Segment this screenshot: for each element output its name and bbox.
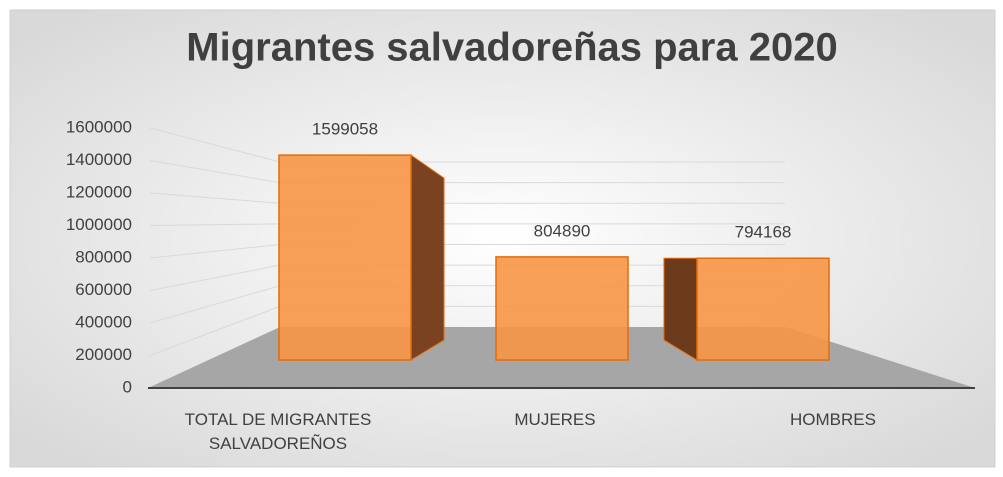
data-label: 794168: [735, 223, 792, 242]
chart-title: Migrantes salvadoreñas para 2020: [186, 26, 837, 70]
y-tick-label: 0: [123, 377, 132, 396]
y-tick-label: 1200000: [66, 182, 132, 201]
y-tick-label: 1600000: [66, 117, 132, 136]
data-label: 804890: [534, 221, 591, 240]
bar-side: [410, 154, 445, 361]
y-tick-label: 600000: [75, 280, 132, 299]
x-tick-label: MUJERES: [514, 410, 596, 429]
data-label: 1599058: [312, 120, 378, 139]
x-tick-label: HOMBRES: [790, 410, 876, 429]
bar: [495, 256, 629, 361]
bar: [278, 154, 412, 361]
bar: [696, 257, 830, 361]
y-tick-label: 1400000: [66, 150, 132, 169]
y-tick-label: 1000000: [66, 215, 132, 234]
x-tick-label: TOTAL DE MIGRANTES SALVADOREÑOS: [184, 410, 372, 453]
chart-area: [9, 9, 996, 468]
y-tick-label: 400000: [75, 312, 132, 331]
y-tick-label: 800000: [75, 247, 132, 266]
y-tick-label: 200000: [75, 345, 132, 364]
